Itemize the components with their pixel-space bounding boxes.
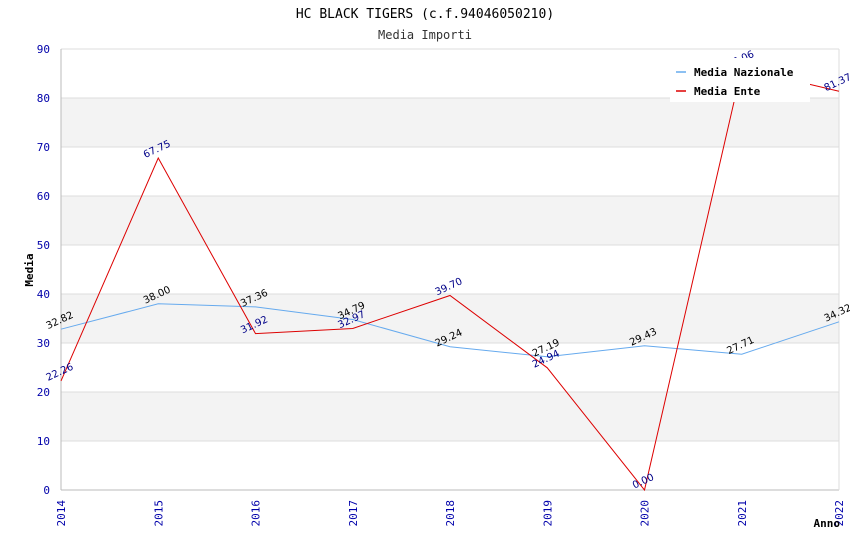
chart-title: HC BLACK TIGERS (c.f.94046050210) (296, 7, 554, 22)
y-tick-label: 10 (37, 435, 50, 448)
y-tick-label: 70 (37, 141, 50, 154)
x-tick-label: 2022 (833, 500, 846, 527)
x-tick-label: 2016 (250, 500, 263, 527)
y-tick-labels: 0 10 20 30 40 50 60 70 80 90 (37, 43, 50, 497)
legend-box (670, 58, 810, 102)
chart-subtitle: Media Importi (378, 28, 472, 42)
grid-band (61, 98, 839, 147)
legend: Media Nazionale Media Ente (670, 58, 810, 102)
x-tick-label: 2018 (444, 500, 457, 527)
x-axis-label: Anno (814, 517, 841, 530)
x-tick-label: 2014 (55, 500, 68, 527)
series-line-media-ente (60, 67, 840, 492)
x-tick-label: 2019 (541, 500, 554, 527)
y-tick-label: 80 (37, 92, 50, 105)
grid-band (61, 196, 839, 245)
grid-band (61, 294, 839, 343)
y-axis-label: Media (23, 253, 36, 286)
grid-lines (61, 48, 839, 491)
y-tick-label: 40 (37, 288, 50, 301)
y-tick-label: 60 (37, 190, 50, 203)
y-tick-label: 50 (37, 239, 50, 252)
x-tick-label: 2017 (347, 500, 360, 527)
x-tick-label: 2020 (639, 500, 652, 527)
x-tick-label: 2015 (152, 500, 165, 527)
y-tick-label: 20 (37, 386, 50, 399)
x-tick-label: 2021 (736, 500, 749, 527)
legend-label: Media Nazionale (694, 66, 794, 79)
data-label: 22.26 (45, 362, 76, 384)
series-lines (60, 67, 840, 492)
legend-label: Media Ente (694, 85, 761, 98)
y-tick-label: 90 (37, 43, 50, 56)
y-tick-label: 30 (37, 337, 50, 350)
x-tick-labels: 2014 2015 2016 2017 2018 2019 2020 2021 2022 (55, 500, 846, 527)
grid-band (61, 392, 839, 441)
axes (60, 49, 840, 491)
y-tick-label: 0 (43, 484, 50, 497)
series-line-media-nazionale (60, 303, 840, 358)
grid-bands (61, 98, 839, 441)
